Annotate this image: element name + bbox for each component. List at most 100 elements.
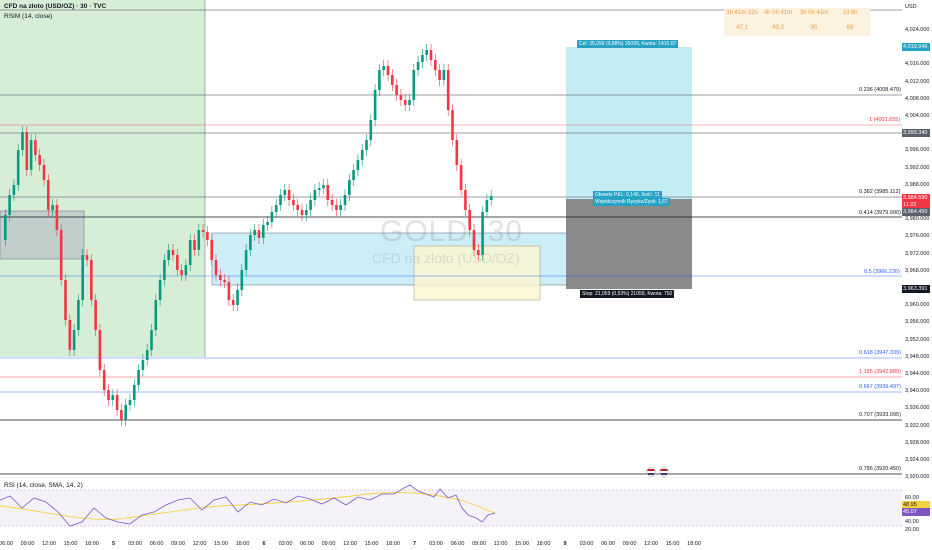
time-axis-label: 06:00 [0,541,13,547]
candle-body [455,140,459,165]
currency-label[interactable]: USD [905,4,917,10]
candle-body [55,205,59,230]
fib-label-0707: 0.707 (3933.095) [859,412,901,418]
time-axis-label: 03:00 [579,541,594,547]
us-flag-icon[interactable] [659,467,669,477]
rsi-label[interactable]: RSI (14, close, SMA, 14, 2) [4,482,83,489]
fib-label-1195: 1.195 (3942.889) [859,369,901,375]
us-flag-icon[interactable] [646,467,656,477]
time-axis-label: 18:00 [386,541,400,547]
candle-body [231,300,235,305]
price-axis-label: 4,004.000 [905,113,930,119]
candle-body [59,230,63,280]
candle-body [489,196,493,200]
price-axis-label: 3,952.000 [905,336,930,343]
stop-price-tag: 3,963.391 [902,285,930,293]
entry-price-tag: 3,984.450 [902,208,930,216]
price-axis-label: 3,988.000 [905,181,930,188]
candle-body [425,50,428,55]
candle-body [115,395,119,410]
time-axis-label: 6 [262,541,266,547]
time-axis-label: 18:00 [536,541,551,547]
price-axis-label: 3,920.000 [905,474,930,481]
candle-body [201,230,205,232]
candle-body [309,200,312,210]
time-axis-label: 09:00 [20,541,35,547]
time-axis-label: 18:00 [85,541,99,547]
time-axis-label: 9 [563,541,567,547]
stop-box [566,199,692,289]
candle-body [188,240,192,265]
candle-body [287,190,291,200]
candle-body [193,240,196,250]
candle-body [120,410,123,420]
price-axis-label: 3,928.000 [905,439,930,446]
candle-body [485,200,489,212]
risk-reward-label[interactable]: Współczynnik Ryzyko/Zysk: 1,67 [593,198,670,206]
candle-body [330,200,334,205]
rsi-axis-60: 60.00 [905,495,919,501]
rsi-line [0,484,496,527]
price-axis-label: 3,932.000 [905,422,930,429]
candle-body [378,70,381,90]
price-axis[interactable]: USD 4,024.0004,020.0004,016.0004,012.000… [902,0,932,538]
candle-body [128,400,132,405]
candle-body [111,395,115,400]
candle-body [68,320,72,350]
candle-body [227,282,231,300]
candle-body [429,50,433,60]
fib-label-0382: 0.382 (3985.112) [859,189,901,195]
candle-body [253,230,256,235]
stats-time-1: 1h 41m 22s [726,10,758,16]
candle-body [446,70,450,110]
price-axis-label: 3,936.000 [905,405,930,412]
candle-body [158,280,162,300]
time-axis-label: 15:00 [515,541,529,547]
symbol-title[interactable]: CFD na złoto (USD/OZ) · 30 · TVC [4,3,107,10]
watermark-description: CFD na złoto (USD/OZ) [372,250,520,266]
time-axis-label: 09:00 [171,541,185,547]
candle-body [270,212,274,222]
candle-body [348,180,351,195]
candle-body [25,132,29,170]
candle-body [257,230,261,238]
candle-body [335,205,338,210]
time-axis-label: 06:00 [601,541,615,547]
price-axis-label: 3,944.000 [905,371,930,377]
fib-label-0667: 0.667 (3939.497) [859,384,901,390]
candle-body [51,205,54,210]
target-label[interactable]: Cel: 35,099 (0,88%) 35099, Kwota: 1416,6… [577,40,679,48]
rsi-axis-20: 20.00 [905,527,919,533]
price-axis-label: 4,012.000 [905,78,930,85]
candle-body [434,60,437,70]
candle-body [102,370,106,390]
stats-time-4: 1d 8h [842,10,858,16]
candle-body [141,360,145,370]
candle-body [154,300,158,330]
candle-body [279,195,282,205]
open-pnl-label[interactable]: Otwarte P&L: 0,140, Ilość: 11 [593,191,662,199]
green-zone [0,0,205,357]
candle-body [107,390,110,400]
price-axis-label: 3,976.000 [905,233,930,240]
stats-value-2: 49.3 [772,25,784,31]
stop-label[interactable]: Stop: 21,059 (0,53%) 21059, Kwota: 750 [580,290,675,298]
candle-body [90,260,93,300]
candles [4,44,493,426]
indicator-label[interactable]: RSIM (14, close) [4,13,53,20]
time-axis-label: 18:00 [235,541,250,547]
candle-body [292,200,295,205]
candle-body [167,250,170,260]
time-axis-label: 15:00 [665,541,680,547]
price-axis-label: 3,924.000 [905,457,930,463]
time-axis-label: 15:00 [214,541,228,547]
time-axis-label: 12:00 [493,541,508,547]
stats-value-3: 90 [810,25,818,31]
candle-body [412,70,416,100]
time-axis-label: 09:00 [622,541,637,547]
price-chart[interactable] [0,0,902,538]
candle-body [124,405,127,420]
candle-body [8,195,11,215]
time-axis-label: 15:00 [63,541,78,547]
